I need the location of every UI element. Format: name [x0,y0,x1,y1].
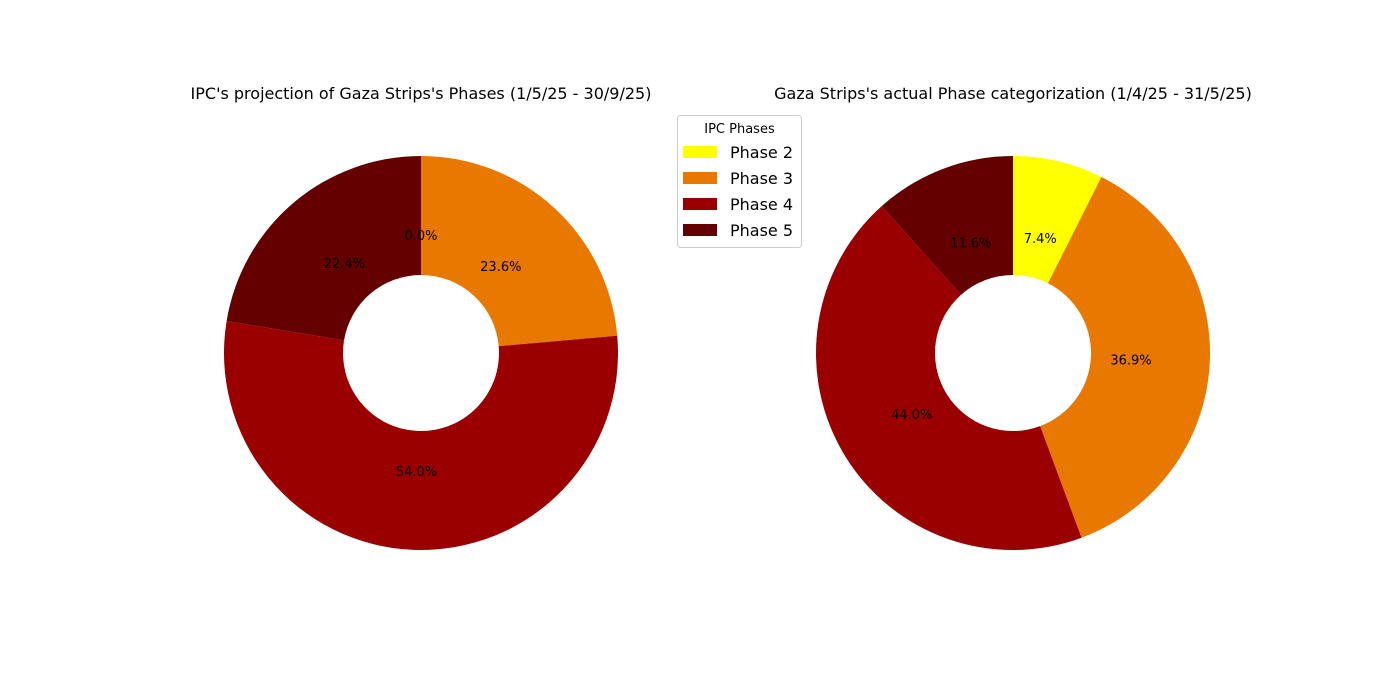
legend-swatch-phase-4 [683,198,717,210]
legend-title: IPC Phases [704,122,775,137]
slice-phase-4 [816,206,1082,550]
chart-title: Gaza Strips's actual Phase categorizatio… [774,84,1252,103]
legend-swatch-phase-3 [683,172,717,184]
slice-phase-5 [226,156,421,341]
pct-label-phase-2: 0.0% [404,229,437,244]
pct-label-phase-4: 54.0% [396,465,437,480]
pct-label-phase-3: 23.6% [480,260,521,275]
slice-phase-3 [421,156,618,347]
slice-phase-3 [1040,176,1210,538]
pct-label-phase-3: 36.9% [1110,354,1151,369]
slice-phase-5 [881,156,1013,295]
pct-label-phase-2: 7.4% [1024,232,1057,247]
projection-donut-chart: IPC's projection of Gaza Strips's Phases… [191,84,652,550]
legend: IPC Phases Phase 2 Phase 3 Phase 4 Phase 5 [677,115,802,248]
actual-donut-chart: Gaza Strips's actual Phase categorizatio… [774,84,1252,550]
slice-phase-4 [224,320,619,550]
legend-swatch-phase-5 [683,224,717,236]
legend-label-phase-3: Phase 3 [730,169,793,188]
chart-title: IPC's projection of Gaza Strips's Phases… [191,84,652,103]
legend-swatch-phase-2 [683,146,717,158]
pct-label-phase-5: 11.6% [950,237,991,252]
pct-label-phase-4: 44.0% [891,408,932,423]
legend-label-phase-5: Phase 5 [730,221,793,240]
legend-label-phase-2: Phase 2 [730,143,793,162]
pct-label-phase-5: 22.4% [324,257,365,272]
legend-label-phase-4: Phase 4 [730,195,793,214]
slice-phase-2 [1013,156,1102,284]
